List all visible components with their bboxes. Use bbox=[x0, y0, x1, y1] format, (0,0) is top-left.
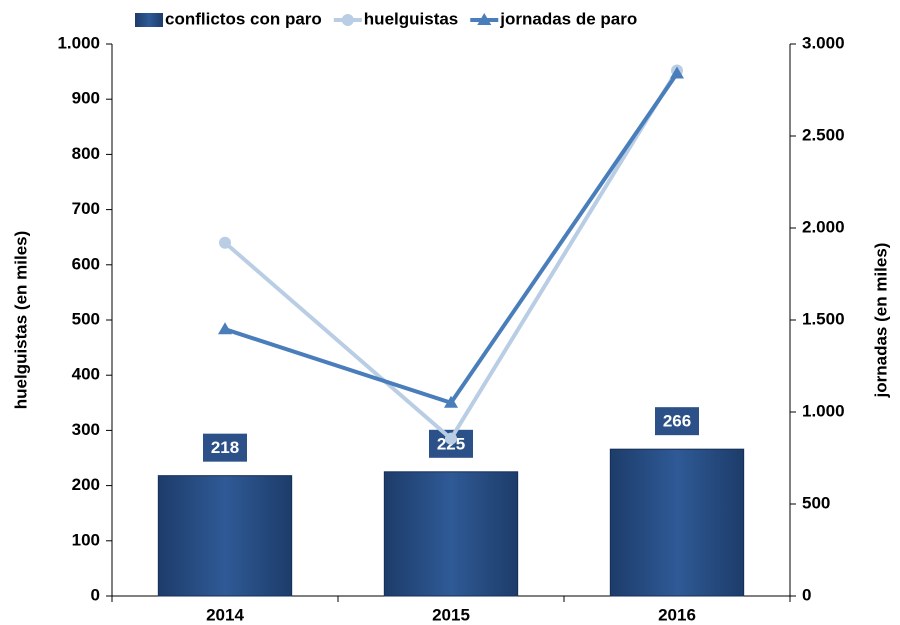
y-tick-label: 600 bbox=[72, 254, 100, 273]
y-tick-label: 500 bbox=[72, 309, 100, 328]
x-tick-label: 2016 bbox=[658, 605, 696, 624]
y2-tick-label: 2.500 bbox=[802, 125, 845, 144]
data-label: 266 bbox=[663, 412, 691, 431]
y-tick-label: 900 bbox=[72, 89, 100, 108]
legend-label: conflictos con paro bbox=[165, 9, 322, 28]
data-label: 218 bbox=[211, 438, 239, 457]
y-tick-label: 1.000 bbox=[57, 33, 100, 52]
y-tick-label: 800 bbox=[72, 144, 100, 163]
y-tick-label: 200 bbox=[72, 475, 100, 494]
line-marker bbox=[218, 322, 232, 335]
y2-tick-label: 3.000 bbox=[802, 33, 845, 52]
line bbox=[223, 69, 679, 442]
legend-label: jornadas de paro bbox=[499, 9, 637, 28]
line-marker bbox=[445, 432, 457, 445]
y-tick-label: 400 bbox=[72, 365, 100, 384]
legend-label: huelguistas bbox=[364, 9, 458, 28]
line bbox=[224, 72, 679, 406]
x-tick-label: 2014 bbox=[206, 605, 244, 624]
y-tick-label: 100 bbox=[72, 530, 100, 549]
y2-tick-label: 1.500 bbox=[802, 309, 845, 328]
y2-tick-label: 0 bbox=[802, 585, 811, 604]
bar bbox=[157, 475, 293, 597]
bar bbox=[383, 471, 519, 597]
y2-tick-label: 500 bbox=[802, 493, 830, 512]
y-axis-title: huelguistas (en miles) bbox=[11, 231, 30, 410]
y2-tick-label: 2.000 bbox=[802, 217, 845, 236]
y-tick-label: 0 bbox=[91, 585, 100, 604]
y-tick-label: 300 bbox=[72, 420, 100, 439]
line-marker bbox=[670, 66, 684, 79]
line-marker bbox=[444, 395, 458, 408]
legend-swatch bbox=[135, 13, 163, 27]
y2-axis-title: jornadas (en miles) bbox=[871, 243, 890, 399]
x-tick-label: 2015 bbox=[432, 605, 470, 624]
bar bbox=[609, 448, 745, 597]
data-label-box bbox=[655, 407, 699, 436]
y-tick-label: 700 bbox=[72, 199, 100, 218]
data-label-box bbox=[203, 433, 247, 462]
legend-marker bbox=[341, 14, 354, 26]
legend-marker bbox=[477, 13, 492, 25]
y2-tick-label: 1.000 bbox=[802, 401, 845, 420]
line-marker bbox=[219, 236, 231, 249]
